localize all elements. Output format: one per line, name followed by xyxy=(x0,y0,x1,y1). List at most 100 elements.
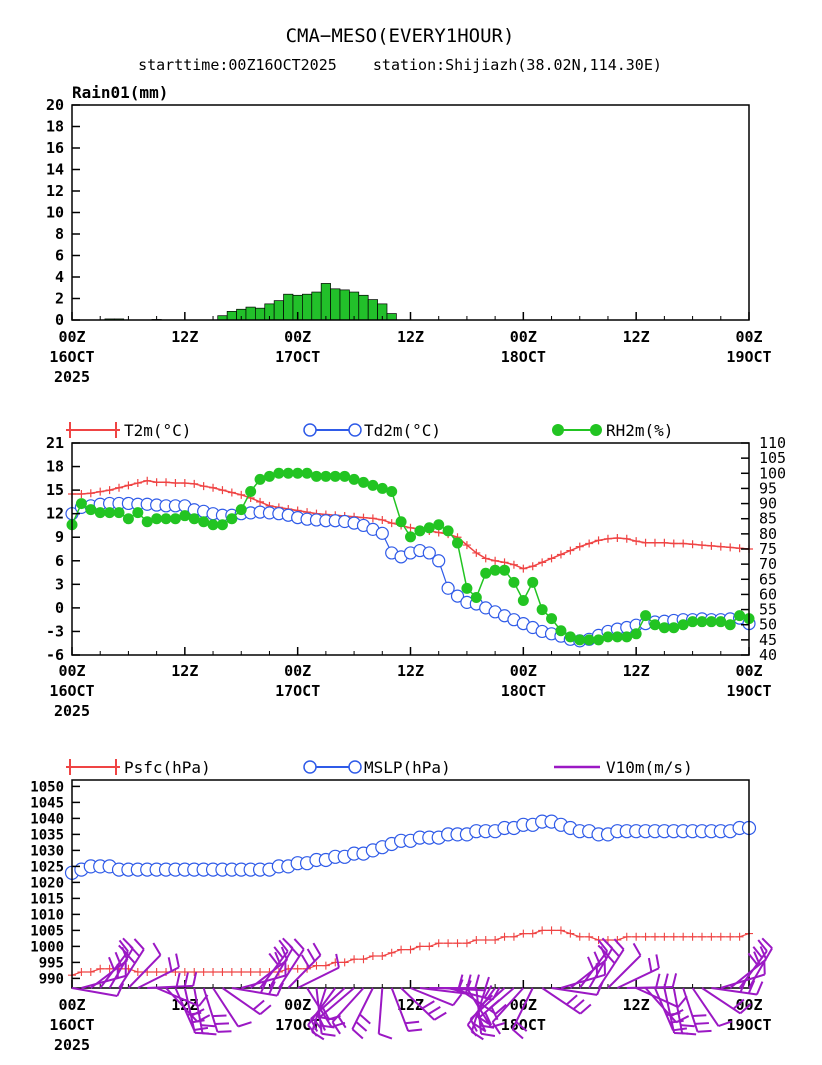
x-tick-label-time: 00Z xyxy=(284,328,311,346)
wind-barb-flag xyxy=(307,1024,318,1037)
t2m-point xyxy=(697,541,706,550)
wind-barb-staff xyxy=(156,987,200,1007)
wind-barb xyxy=(240,961,287,989)
wind-barb-flag xyxy=(663,973,669,988)
y-tick-label: 18 xyxy=(46,458,64,476)
wind-barb xyxy=(137,953,180,989)
wind-barb-flag xyxy=(511,1028,524,1040)
y-tick-label: 20 xyxy=(46,96,64,114)
t2m-point xyxy=(162,478,171,487)
rh2m-point xyxy=(132,507,144,519)
legend-td2m-label: Td2m(°C) xyxy=(364,421,441,440)
y-tick-label: 50 xyxy=(759,616,777,634)
rh2m-point xyxy=(461,582,473,594)
wind-barb xyxy=(511,987,534,1040)
wind-barb-flag xyxy=(183,972,189,987)
wind-barb-staff xyxy=(691,987,720,1027)
wind-barb-staff xyxy=(654,987,674,1031)
wind-barb-flag xyxy=(212,1014,227,1018)
wind-barb xyxy=(307,987,337,1037)
wind-barb-staff xyxy=(578,950,609,989)
wind-barb-flag xyxy=(672,1027,688,1032)
y-tick-label: -6 xyxy=(46,646,64,664)
x-tick-label-time: 00Z xyxy=(284,996,311,1014)
psfc-point xyxy=(340,958,349,967)
rh2m-point xyxy=(273,467,285,479)
wind-barb xyxy=(231,979,284,997)
wind-barb-flag xyxy=(761,937,773,949)
wind-barb-flag xyxy=(200,1024,216,1028)
psfc-point xyxy=(716,932,725,941)
t2m-point xyxy=(509,560,518,569)
legend-psfc: Psfc(hPa) xyxy=(66,758,211,777)
t2m-point xyxy=(77,490,86,499)
t2m-point xyxy=(481,554,490,563)
psfc-point xyxy=(575,932,584,941)
psfc-point xyxy=(538,926,547,935)
x-tick-label-date: 16OCT xyxy=(49,348,94,366)
rh2m-point xyxy=(122,513,134,525)
y-tick-label: 12 xyxy=(46,505,64,523)
psfc-point xyxy=(387,948,396,957)
t2m-point xyxy=(199,482,208,491)
t2m-point xyxy=(406,523,415,532)
pressure-panel: Psfc(hPa) MSLP(hPa) V10m(m/s) 9909951000… xyxy=(30,758,773,1054)
psfc-point xyxy=(472,936,481,944)
temperature-y-axis-left: -6 -3 0 3 6 9 12 15 18 21 xyxy=(46,434,80,664)
y-tick-label: 1030 xyxy=(30,843,64,859)
wind-barb-flag xyxy=(167,957,173,972)
t2m-point xyxy=(528,562,537,571)
t2m-point xyxy=(669,539,678,548)
psfc-point xyxy=(669,932,678,941)
temperature-panel: T2m(°C) Td2m(°C) RH2m(%) -6 -3 0 3 6 9 12 15 18 2… xyxy=(46,421,786,720)
wind-barb-flag xyxy=(408,1028,423,1032)
wind-barb-flag xyxy=(682,1032,697,1036)
wind-barb xyxy=(691,987,733,1027)
y-tick-label: 1050 xyxy=(30,779,64,795)
rh2m-point xyxy=(499,564,511,576)
wind-barb-flag xyxy=(483,985,493,999)
rh2m-point xyxy=(329,470,341,482)
t2m-point xyxy=(218,486,227,495)
wind-barb-flag xyxy=(378,1032,393,1040)
t2m-point xyxy=(716,542,725,551)
t2m-point xyxy=(124,481,133,490)
wind-barb-staff xyxy=(410,987,454,1007)
rh2m-point xyxy=(367,479,379,491)
y-tick-label: 995 xyxy=(39,955,64,971)
rh2m-point xyxy=(216,519,228,531)
wind-barb-staff xyxy=(551,987,598,996)
x-tick-label-year: 2025 xyxy=(54,1036,90,1054)
wind-barb xyxy=(607,942,642,989)
y-tick-label: 9 xyxy=(55,528,64,546)
wind-barb-flag xyxy=(331,1021,341,1035)
rh2m-point xyxy=(395,516,407,528)
psfc-point xyxy=(453,939,462,948)
rain-bar xyxy=(367,299,378,321)
figure-title: CMA−MESO(EVERY1HOUR) xyxy=(286,25,515,47)
legend-t2m: T2m(°C) xyxy=(66,421,191,440)
rh2m-point xyxy=(376,482,388,494)
t2m-point xyxy=(538,558,547,567)
wind-barb-flag xyxy=(647,957,653,972)
rain-panel: Rain01(mm) 0 2 4 6 8 10 12 14 16 18 20 00Z 16OCT 202… xyxy=(46,83,772,386)
rh2m-point xyxy=(527,576,539,588)
x-tick-label-time: 12Z xyxy=(623,996,650,1014)
wind-barb-flag xyxy=(293,938,305,951)
rh2m-point xyxy=(207,519,219,531)
t2m-point xyxy=(679,539,688,548)
t2m-point xyxy=(180,479,189,488)
y-tick-label: 1000 xyxy=(30,939,64,955)
wind-barb-flag xyxy=(319,1016,334,1021)
psfc-point xyxy=(77,968,86,976)
wind-barb-flag xyxy=(421,1000,435,1010)
wind-barb-flag xyxy=(587,956,595,971)
wind-barb-staff xyxy=(377,987,384,1034)
wind-barb-flag xyxy=(268,981,276,995)
wind-barb-flag xyxy=(597,939,609,952)
rain-bar xyxy=(245,306,256,321)
psfc-point xyxy=(359,955,368,964)
rh2m-point xyxy=(104,507,116,519)
t2m-point xyxy=(726,543,735,552)
